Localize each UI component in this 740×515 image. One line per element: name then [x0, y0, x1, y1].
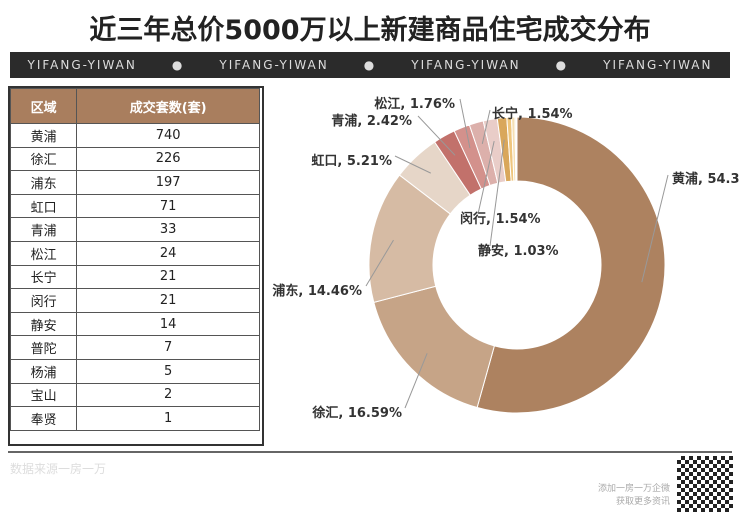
- table-row: 奉贤 1: [9, 406, 260, 431]
- cta-text: 添加一房一万企微获取更多资讯: [590, 483, 670, 509]
- count-cell: 226: [76, 146, 260, 172]
- band-text: YIFANG-YIWAN: [27, 58, 137, 72]
- data-label: 静安, 1.03%: [478, 243, 559, 259]
- data-label: 浦东, 14.46%: [272, 283, 362, 299]
- cta-line: 添加一房一万企微: [597, 484, 670, 494]
- data-label: 松江, 1.76%: [374, 96, 455, 112]
- slice-黄浦: [476, 116, 666, 414]
- data-label: 虹口, 5.21%: [311, 153, 392, 169]
- district-cell: 浦东: [9, 170, 78, 195]
- count-cell: 5: [76, 358, 260, 384]
- leader-line: [641, 174, 669, 283]
- band-text: YIFANG-YIWAN: [603, 58, 713, 72]
- table-row: 浦东 197: [9, 170, 260, 195]
- leader-line: [404, 353, 428, 409]
- table-row: 虹口 71: [9, 193, 260, 219]
- count-cell: 21: [76, 264, 260, 290]
- count-cell: 21: [76, 288, 260, 313]
- leader-line: [481, 109, 491, 144]
- col-header: 区域: [9, 88, 78, 124]
- leader-line: [477, 140, 495, 215]
- district-cell: 杨浦: [9, 358, 78, 384]
- district-cell: 黄浦: [9, 123, 78, 148]
- band-text: YIFANG-YIWAN: [411, 58, 521, 72]
- band-dot: ●: [363, 58, 377, 72]
- cta-line: 获取更多资讯: [615, 497, 670, 507]
- district-cell: 宝山: [9, 382, 78, 408]
- table-row: 宝山 2: [9, 382, 260, 408]
- divider: [8, 451, 732, 453]
- count-cell: 2: [76, 382, 260, 408]
- count-cell: 1: [76, 406, 260, 431]
- district-cell: 松江: [9, 240, 78, 266]
- table-row: 长宁 21: [9, 264, 260, 290]
- data-label: 徐汇, 16.59%: [311, 405, 402, 421]
- data-label: 闵行, 1.54%: [460, 211, 541, 227]
- table-row: 普陀 7: [9, 335, 260, 360]
- district-cell: 虹口: [9, 193, 78, 219]
- count-cell: 7: [76, 335, 260, 360]
- table-row: 静安 14: [9, 311, 260, 337]
- band-text: YIFANG-YIWAN: [219, 58, 329, 72]
- band-dot: ●: [171, 58, 185, 72]
- data-table: 区域 成交套数(套) 黄浦 740 徐汇 226 浦东 197 虹口 71 青浦 33 松江 24 长宁 21…: [9, 88, 260, 431]
- leader-line: [365, 239, 394, 287]
- leader-line: [459, 98, 471, 149]
- slice-奉贤: [515, 116, 518, 182]
- district-cell: 静安: [9, 311, 78, 337]
- count-cell: 71: [76, 193, 260, 219]
- data-source: 数据来源一房一万: [10, 462, 107, 476]
- count-cell: 740: [76, 123, 260, 148]
- table-frame: [8, 86, 264, 446]
- page-title: 近三年总价5000万以上新建商品住宅成交分布: [89, 15, 651, 46]
- data-label: 青浦, 2.42%: [331, 113, 412, 129]
- district-cell: 闵行: [9, 288, 78, 313]
- district-cell: 长宁: [9, 264, 78, 290]
- count-cell: 33: [76, 217, 260, 242]
- table-row: 徐汇 226: [9, 146, 260, 172]
- table-row: 闵行 21: [9, 288, 260, 313]
- table-row: 黄浦 740: [9, 123, 260, 148]
- leader-line: [489, 139, 505, 247]
- leader-line: [417, 115, 456, 156]
- table-row: 松江 24: [9, 240, 260, 266]
- count-cell: 24: [76, 240, 260, 266]
- band-dot: ●: [555, 58, 569, 72]
- qr-code[interactable]: [675, 454, 735, 514]
- district-cell: 普陀: [9, 335, 78, 360]
- table-row: 青浦 33: [9, 217, 260, 242]
- slice-徐汇: [373, 285, 495, 409]
- count-cell: 14: [76, 311, 260, 337]
- leader-line: [394, 155, 431, 174]
- col-header: 成交套数(套): [76, 88, 260, 124]
- watermark-band: YIFANG-YIWAN ● YIFANG-YIWAN ● YIFANG-YIWAN ● Y…: [10, 52, 730, 78]
- data-label: 长宁, 1.54%: [492, 106, 573, 122]
- district-cell: 奉贤: [9, 406, 78, 431]
- data-label: 黄浦, 54.33%: [672, 171, 740, 187]
- table-row: 杨浦 5: [9, 358, 260, 384]
